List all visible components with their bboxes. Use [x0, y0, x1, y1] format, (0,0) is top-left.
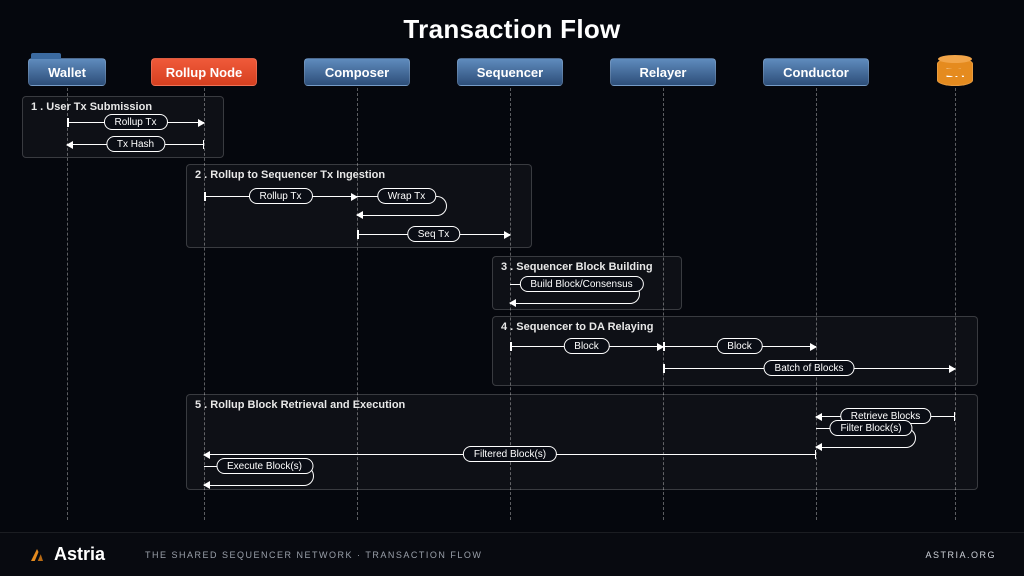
lane-header-composer: Composer: [304, 58, 410, 86]
lane-header-relayer: Relayer: [610, 58, 716, 86]
message-pill: Seq Tx: [407, 226, 461, 242]
phase-label: 2 . Rollup to Sequencer Tx Ingestion: [195, 169, 385, 181]
phase-label: 4 . Sequencer to DA Relaying: [501, 321, 653, 333]
footer: Astria THE SHARED SEQUENCER NETWORK · TR…: [0, 532, 1024, 576]
lane-header-rollup: Rollup Node: [151, 58, 257, 86]
lane-header-sequencer: Sequencer: [457, 58, 563, 86]
lane-header-conductor: Conductor: [763, 58, 869, 86]
page-title: Transaction Flow: [0, 14, 1024, 45]
message-pill: Rollup Tx: [248, 188, 312, 204]
lane-header-da: DA: [937, 58, 973, 86]
footer-tagline: THE SHARED SEQUENCER NETWORK · TRANSACTI…: [145, 550, 482, 560]
message-pill: Block: [716, 338, 762, 354]
phase-label: 5 . Rollup Block Retrieval and Execution: [195, 399, 405, 411]
message-pill: Tx Hash: [106, 136, 165, 152]
message-pill: Wrap Tx: [377, 188, 436, 204]
message-pill: Execute Block(s): [216, 458, 313, 474]
message-pill: Build Block/Consensus: [519, 276, 643, 292]
message-pill: Filtered Block(s): [463, 446, 557, 462]
message-pill: Rollup Tx: [103, 114, 167, 130]
message-pill: Filter Block(s): [829, 420, 912, 436]
footer-url: ASTRIA.ORG: [925, 550, 996, 560]
brand-name: Astria: [54, 544, 105, 565]
brand: Astria: [28, 544, 105, 565]
phase-label: 1 . User Tx Submission: [31, 101, 152, 113]
message-pill: Block: [563, 338, 609, 354]
phase-label: 3 . Sequencer Block Building: [501, 261, 653, 273]
message-pill: Batch of Blocks: [764, 360, 855, 376]
astria-logo-icon: [28, 546, 46, 564]
lane-header-wallet: Wallet: [28, 58, 106, 86]
